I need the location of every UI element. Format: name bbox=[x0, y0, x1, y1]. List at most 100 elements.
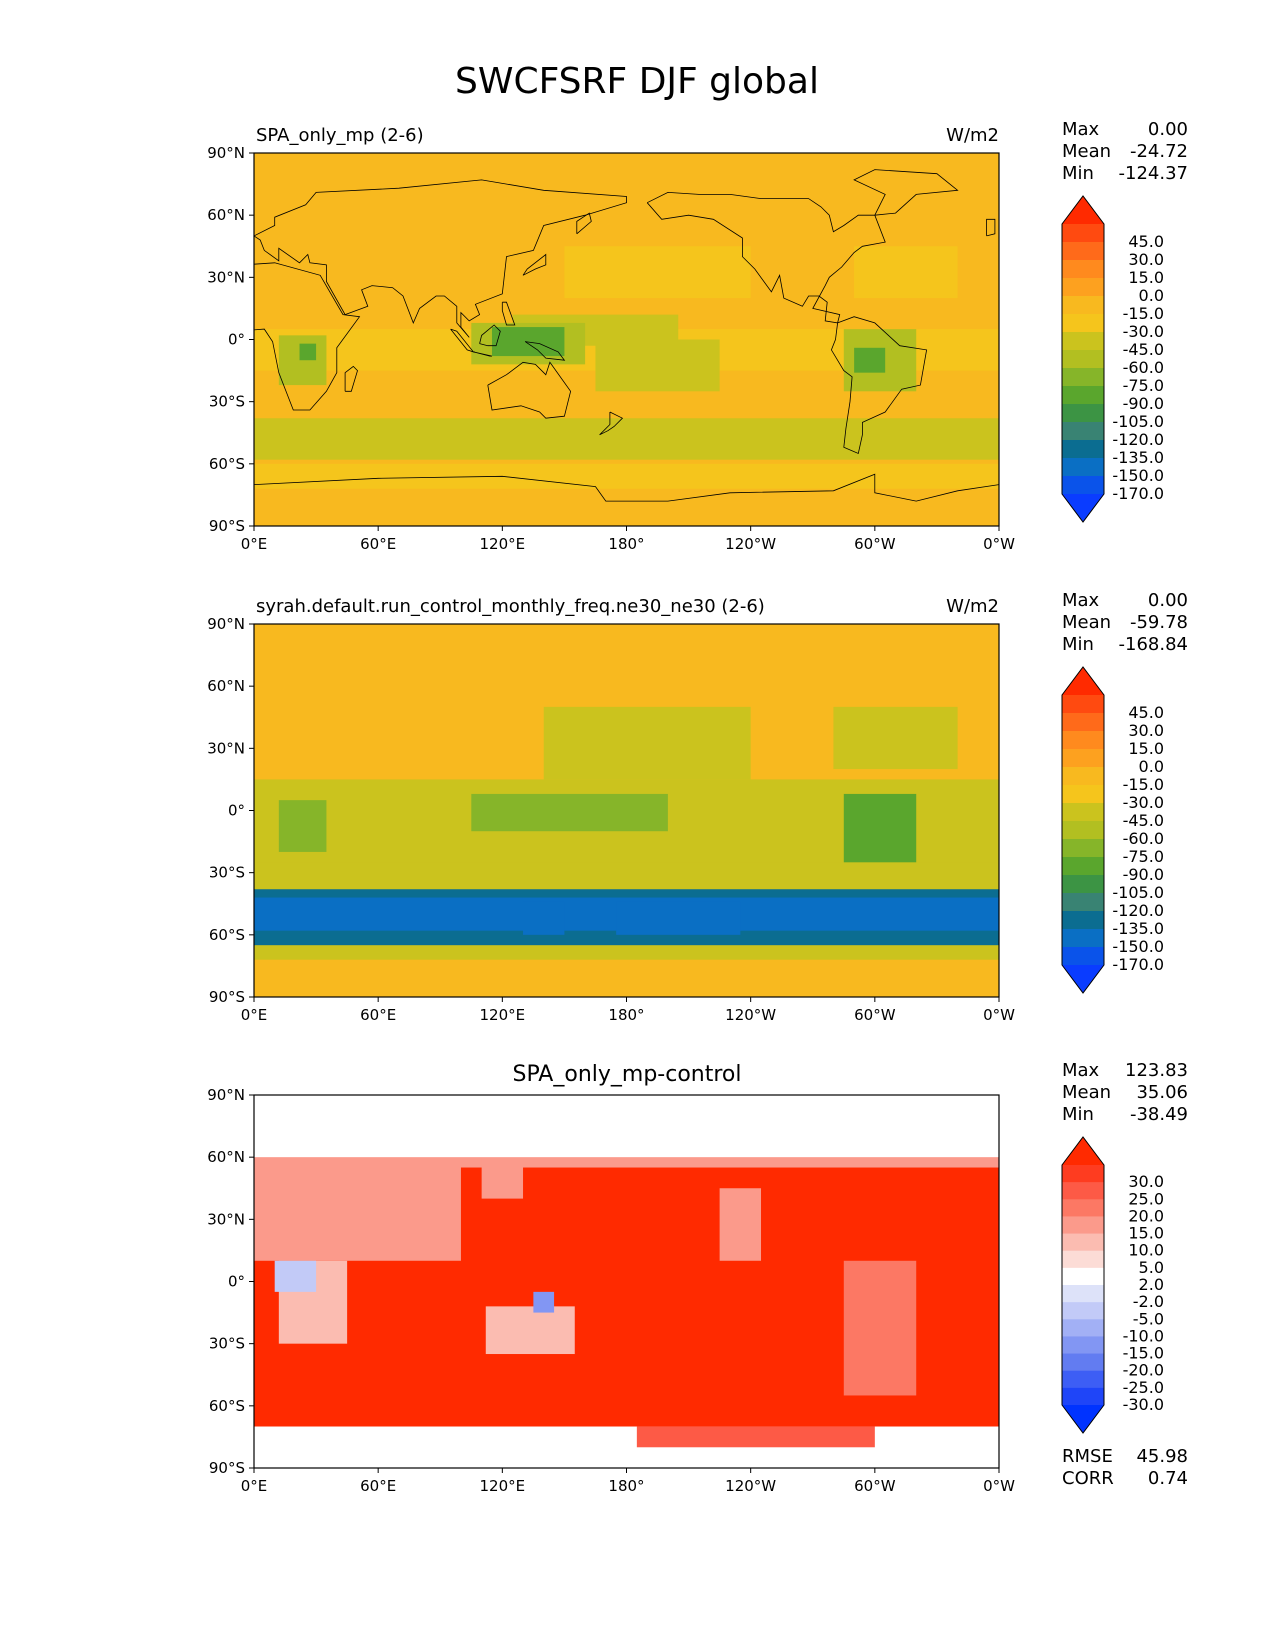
colorbar-segment bbox=[1062, 1336, 1104, 1355]
colorbar-segment bbox=[1062, 731, 1104, 750]
y-tick-label: 90°N bbox=[207, 1086, 245, 1104]
colorbar-label: 30.0 bbox=[1128, 1172, 1164, 1191]
colorbar-segment bbox=[1062, 1233, 1104, 1252]
coastline bbox=[235, 1190, 254, 1205]
colorbar-label: -15.0 bbox=[1123, 775, 1164, 794]
panel-0: SPA_only_mp (2-6) W/m2 90°N 60°N 30°N 0° 30°… bbox=[207, 119, 1188, 553]
coastline bbox=[487, 361, 572, 419]
x-tick-label: 60°W bbox=[854, 1477, 896, 1495]
coastline bbox=[524, 341, 566, 361]
y-tick-label: 90°N bbox=[207, 615, 245, 633]
map-region bbox=[254, 1426, 999, 1468]
coastline bbox=[344, 365, 358, 392]
x-tick-label: 120°W bbox=[725, 535, 776, 553]
colorbar-label: -75.0 bbox=[1123, 376, 1164, 395]
stat-value: -124.37 bbox=[1119, 163, 1188, 184]
colorbar-label: -90.0 bbox=[1123, 865, 1164, 884]
map-region bbox=[616, 901, 741, 935]
x-tick-label: 120°W bbox=[725, 1006, 776, 1024]
colorbar-segment bbox=[1062, 476, 1104, 495]
coastline bbox=[254, 473, 999, 502]
colorbar-label: -60.0 bbox=[1123, 829, 1164, 848]
stat-value: 0.00 bbox=[1148, 119, 1188, 140]
stat-label: Min bbox=[1062, 163, 1094, 184]
y-tick-label: 0° bbox=[228, 1273, 245, 1291]
colorbar-label: -120.0 bbox=[1112, 430, 1164, 449]
colorbar-label: -120.0 bbox=[1112, 901, 1164, 920]
colorbar-segment bbox=[1062, 386, 1104, 405]
colorbar-label: -170.0 bbox=[1112, 484, 1164, 503]
colorbar-segment bbox=[1062, 278, 1104, 297]
colorbar-label: -105.0 bbox=[1112, 412, 1164, 431]
map-region bbox=[854, 347, 886, 373]
map-region bbox=[533, 1291, 555, 1313]
panel-2-extra-stats: RMSE 45.98 CORR 0.74 bbox=[1062, 1446, 1188, 1489]
stat-value: 123.83 bbox=[1125, 1060, 1188, 1081]
colorbar-label: -25.0 bbox=[1123, 1378, 1164, 1397]
y-tick-label: 0° bbox=[228, 331, 245, 349]
x-tick-label: 0°E bbox=[241, 1477, 268, 1495]
colorbar-segment bbox=[1062, 1387, 1104, 1406]
colorbar-segment bbox=[1062, 911, 1104, 930]
coastline bbox=[986, 218, 996, 237]
y-tick-label: 60°N bbox=[207, 677, 245, 695]
y-tick-label: 30°S bbox=[209, 1335, 245, 1353]
colorbar-label: 15.0 bbox=[1128, 268, 1164, 287]
colorbar-outline bbox=[1061, 1136, 1105, 1434]
stat-value: 0.74 bbox=[1148, 1468, 1188, 1489]
colorbar-label: -75.0 bbox=[1123, 847, 1164, 866]
x-tick-label: 120°E bbox=[480, 1477, 526, 1495]
colorbar-segment bbox=[1062, 1199, 1104, 1217]
y-tick-label: 60°S bbox=[209, 1397, 245, 1415]
colorbar-segment bbox=[1062, 242, 1104, 261]
x-tick-label: 0°W bbox=[983, 1477, 1015, 1495]
stat-value: 0.00 bbox=[1148, 590, 1188, 611]
stat-value: 45.98 bbox=[1136, 1446, 1188, 1467]
colorbar-segment bbox=[1062, 875, 1104, 894]
stat-label: CORR bbox=[1062, 1468, 1114, 1489]
colorbar-extend-top bbox=[1062, 1137, 1104, 1165]
x-tick-label: 180° bbox=[608, 535, 644, 553]
x-tick-label: 0°E bbox=[241, 535, 268, 553]
y-tick-label: 60°N bbox=[207, 1148, 245, 1166]
x-tick-label: 180° bbox=[608, 1006, 644, 1024]
colorbar-label: -2.0 bbox=[1133, 1292, 1164, 1311]
colorbar-label: -30.0 bbox=[1123, 322, 1164, 341]
panel-0-stats: Max 0.00 Mean -24.72 Min -124.37 bbox=[1062, 119, 1188, 184]
colorbar-segment bbox=[1062, 929, 1104, 948]
colorbar-extend-bottom bbox=[1062, 494, 1104, 522]
map-region bbox=[636, 1426, 875, 1448]
x-tick-label: 60°E bbox=[360, 1477, 396, 1495]
colorbar-label: 15.0 bbox=[1128, 739, 1164, 758]
x-tick-label: 120°W bbox=[725, 1477, 776, 1495]
colorbar-label: -90.0 bbox=[1123, 394, 1164, 413]
colorbar-segment bbox=[1062, 1285, 1104, 1303]
y-tick-label: 0° bbox=[228, 802, 245, 820]
y-tick-label: 90°S bbox=[209, 517, 245, 535]
colorbar-label: 0.0 bbox=[1139, 286, 1164, 305]
y-tick-label: 30°N bbox=[207, 268, 245, 286]
colorbar-label: -135.0 bbox=[1112, 448, 1164, 467]
colorbar-label: -5.0 bbox=[1133, 1309, 1164, 1328]
coastline bbox=[646, 191, 886, 324]
colorbar-extend-bottom bbox=[1062, 1405, 1104, 1433]
x-tick-label: 120°E bbox=[480, 1006, 526, 1024]
panel-0-left-title: SPA_only_mp (2-6) bbox=[256, 125, 424, 146]
x-tick-label: 0°W bbox=[983, 535, 1015, 553]
x-tick-label: 60°E bbox=[360, 535, 396, 553]
panel-0-map bbox=[254, 153, 999, 526]
colorbar-segment bbox=[1062, 314, 1104, 333]
coastline bbox=[599, 411, 624, 436]
coastlines bbox=[254, 169, 999, 502]
panel-1-colorbar: 45.030.015.00.0-15.0-30.0-45.0-60.0-75.0… bbox=[1061, 666, 1164, 994]
coastline bbox=[830, 316, 928, 455]
stat-label: RMSE bbox=[1062, 1446, 1113, 1467]
panel-2: SPA_only_mp-control 90°N 60°N 30°N 0° 30°S 60… bbox=[207, 1060, 1188, 1495]
colorbar-label: -15.0 bbox=[1123, 304, 1164, 323]
x-tick-label: 180° bbox=[608, 1477, 644, 1495]
stat-label: Max bbox=[1062, 1060, 1100, 1081]
stat-label: Min bbox=[1062, 1104, 1094, 1125]
coastline bbox=[254, 262, 361, 411]
panel-0-units: W/m2 bbox=[946, 125, 999, 146]
